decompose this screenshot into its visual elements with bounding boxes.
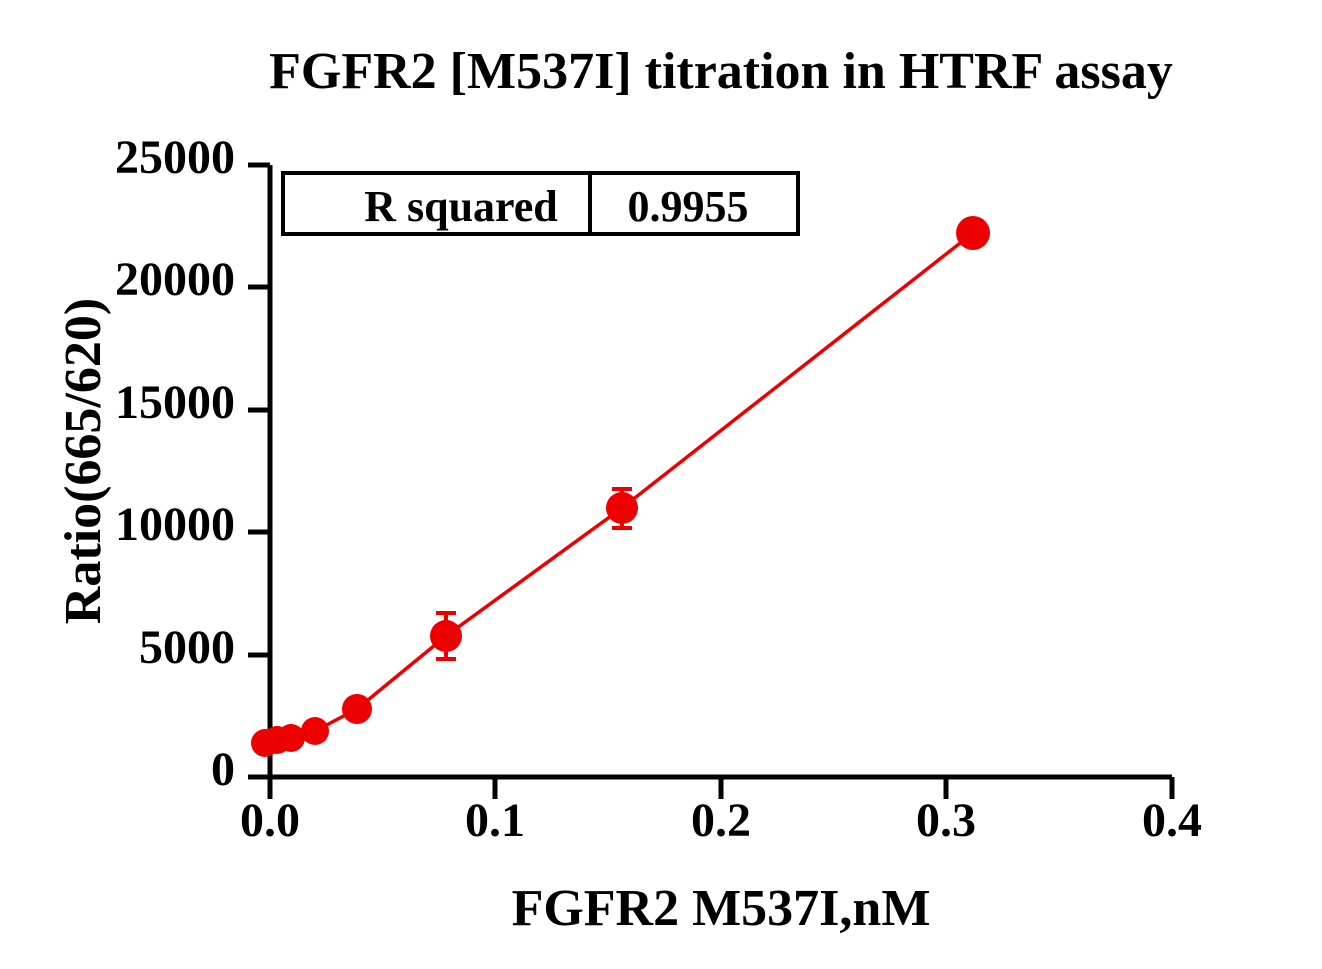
svg-text:0: 0 [211, 743, 235, 796]
svg-text:0.2: 0.2 [691, 794, 751, 847]
svg-text:FGFR2 M537I,nM: FGFR2 M537I,nM [512, 880, 931, 937]
svg-text:0.1: 0.1 [465, 794, 525, 847]
svg-text:0.3: 0.3 [916, 794, 976, 847]
svg-text:5000: 5000 [139, 621, 235, 674]
svg-text:20000: 20000 [115, 253, 235, 306]
svg-text:0.4: 0.4 [1142, 794, 1202, 847]
svg-text:0.9955: 0.9955 [628, 182, 749, 231]
svg-text:25000: 25000 [115, 131, 235, 184]
svg-text:10000: 10000 [115, 498, 235, 551]
svg-text:FGFR2 [M537I] titration in HTR: FGFR2 [M537I] titration in HTRF assay [269, 43, 1173, 100]
svg-text:Ratio(665/620): Ratio(665/620) [55, 298, 112, 624]
svg-text:R squared: R squared [364, 182, 558, 231]
svg-text:15000: 15000 [115, 376, 235, 429]
svg-text:0.0: 0.0 [240, 794, 300, 847]
